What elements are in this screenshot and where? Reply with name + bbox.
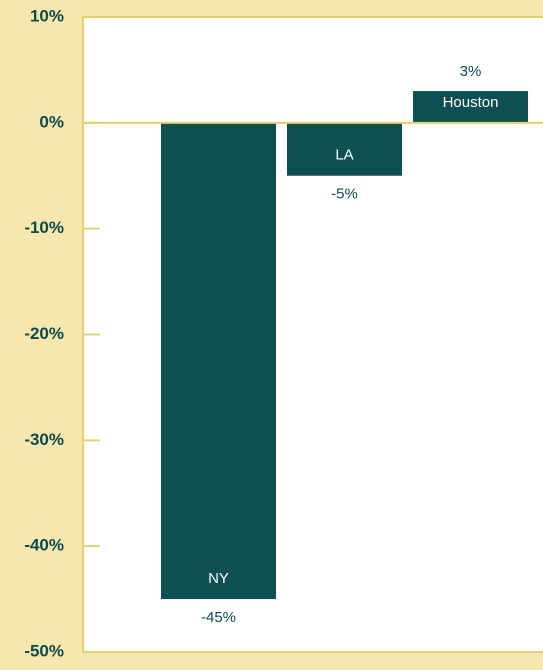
bar <box>413 91 528 123</box>
y-tick-label: -30% <box>24 430 64 449</box>
value-label: -45% <box>201 609 236 626</box>
category-label: Houston <box>443 94 499 111</box>
category-label: LA <box>335 147 353 164</box>
bar <box>161 122 276 600</box>
y-tick-label: -10% <box>24 218 64 237</box>
category-label: NY <box>208 570 229 587</box>
y-tick-label: 0% <box>39 112 64 131</box>
value-label: 3% <box>460 63 482 80</box>
value-label: -5% <box>331 186 358 203</box>
y-tick-label: 10% <box>30 6 64 25</box>
y-tick-label: -40% <box>24 536 64 555</box>
bar <box>287 122 402 176</box>
y-tick-label: -50% <box>24 641 64 660</box>
y-tick-label: -20% <box>24 324 64 343</box>
